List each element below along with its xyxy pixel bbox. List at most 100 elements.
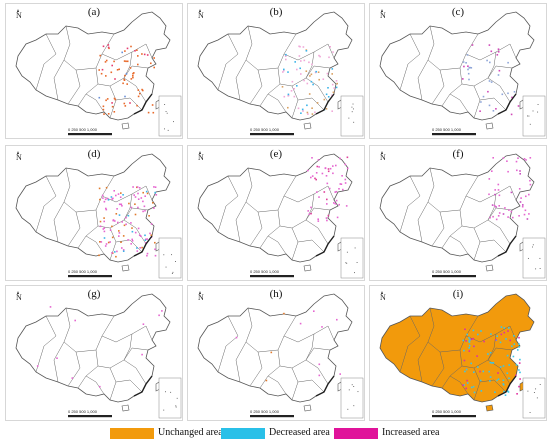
scale-bar-label: 0 250 500 1,000 bbox=[432, 409, 462, 414]
south-china-sea-inset bbox=[522, 377, 546, 419]
change-speckle bbox=[336, 216, 339, 219]
china-outline bbox=[15, 293, 171, 403]
change-speckle bbox=[470, 67, 473, 69]
change-speckle bbox=[105, 208, 108, 211]
change-speckle bbox=[99, 225, 102, 228]
change-speckle bbox=[107, 199, 110, 201]
change-speckle bbox=[317, 220, 320, 222]
change-speckle bbox=[99, 54, 101, 57]
change-speckle bbox=[329, 167, 332, 170]
change-speckle bbox=[473, 345, 475, 348]
map-panel: 0 250 500 1,000 N (h) bbox=[187, 285, 365, 421]
china-map: 0 250 500 1,000 N bbox=[15, 9, 182, 137]
change-speckle bbox=[462, 78, 464, 80]
change-speckle bbox=[507, 390, 509, 392]
change-speckle bbox=[107, 46, 110, 49]
panel-label: (d) bbox=[87, 148, 101, 160]
change-speckle bbox=[515, 160, 518, 163]
change-speckle bbox=[487, 353, 489, 355]
change-speckle bbox=[517, 105, 520, 107]
change-speckle bbox=[283, 69, 285, 72]
panel-label: (e) bbox=[269, 148, 283, 160]
change-speckle bbox=[497, 189, 500, 191]
map-panel: 0 250 500 1,000 N (e) bbox=[187, 145, 365, 281]
change-speckle bbox=[491, 362, 493, 364]
change-speckle bbox=[103, 200, 106, 203]
change-speckle bbox=[137, 89, 140, 91]
change-speckle bbox=[115, 194, 117, 197]
panel-label: (h) bbox=[269, 288, 283, 300]
change-speckle bbox=[132, 186, 134, 188]
change-speckle bbox=[122, 250, 125, 252]
change-speckle bbox=[130, 45, 132, 48]
change-speckle bbox=[138, 234, 141, 237]
change-speckle bbox=[125, 216, 127, 219]
change-speckle bbox=[102, 45, 105, 48]
change-speckle bbox=[507, 61, 509, 64]
map-panel: 0 250 500 1,000 N (c) bbox=[369, 3, 547, 139]
change-speckle bbox=[490, 50, 493, 53]
change-speckle bbox=[331, 68, 334, 70]
change-speckle bbox=[99, 220, 102, 223]
change-speckle bbox=[120, 192, 122, 194]
change-speckle bbox=[325, 175, 328, 177]
change-speckle bbox=[121, 51, 123, 54]
change-speckle bbox=[110, 196, 113, 198]
change-speckle bbox=[36, 365, 39, 367]
change-speckle bbox=[105, 99, 107, 102]
change-speckle bbox=[463, 349, 465, 352]
change-speckle bbox=[318, 78, 320, 81]
change-speckle bbox=[327, 87, 329, 89]
change-speckle bbox=[511, 96, 513, 99]
change-speckle bbox=[151, 104, 154, 106]
change-speckle bbox=[488, 370, 490, 373]
change-speckle bbox=[490, 81, 493, 83]
change-speckle bbox=[325, 93, 328, 96]
change-speckle bbox=[515, 364, 518, 366]
scale-bar-label: 0 250 500 1,000 bbox=[250, 127, 280, 132]
change-speckle bbox=[495, 108, 497, 110]
change-speckle bbox=[483, 340, 485, 343]
change-speckle bbox=[104, 61, 107, 63]
change-speckle bbox=[326, 198, 328, 201]
change-speckle bbox=[471, 44, 474, 46]
change-speckle bbox=[119, 196, 122, 198]
change-speckle bbox=[329, 46, 331, 48]
south-china-sea-inset bbox=[340, 95, 364, 137]
china-map: 0 250 500 1,000 N bbox=[379, 291, 546, 419]
change-speckle bbox=[142, 191, 144, 194]
change-speckle bbox=[489, 361, 492, 364]
change-speckle bbox=[327, 214, 330, 217]
north-arrow-icon: N bbox=[16, 293, 22, 302]
change-speckle bbox=[520, 197, 522, 199]
change-speckle bbox=[318, 374, 321, 377]
change-speckle bbox=[519, 201, 522, 203]
change-speckle bbox=[123, 60, 126, 62]
change-speckle bbox=[503, 327, 506, 329]
change-speckle bbox=[472, 337, 475, 340]
change-speckle bbox=[469, 338, 472, 341]
change-speckle bbox=[335, 164, 337, 167]
change-speckle bbox=[315, 178, 317, 181]
change-speckle bbox=[285, 53, 287, 56]
change-speckle bbox=[307, 113, 309, 115]
change-speckle bbox=[303, 79, 305, 82]
change-speckle bbox=[312, 83, 314, 86]
change-speckle bbox=[123, 102, 126, 105]
change-speckle bbox=[302, 46, 305, 48]
change-speckle bbox=[492, 215, 494, 218]
change-speckle bbox=[307, 169, 309, 172]
change-speckle bbox=[493, 204, 496, 207]
change-speckle bbox=[153, 57, 155, 59]
change-speckle bbox=[502, 379, 505, 382]
change-speckle bbox=[103, 217, 105, 219]
change-speckle bbox=[467, 68, 469, 71]
china-map: 0 250 500 1,000 N bbox=[197, 291, 364, 419]
change-speckle bbox=[480, 390, 483, 392]
change-speckle bbox=[298, 55, 301, 57]
change-speckle bbox=[129, 102, 131, 104]
change-speckle bbox=[518, 215, 520, 217]
change-speckle bbox=[139, 247, 141, 249]
scale-bar-label: 0 250 500 1,000 bbox=[250, 269, 280, 274]
scale-bar bbox=[68, 275, 112, 278]
